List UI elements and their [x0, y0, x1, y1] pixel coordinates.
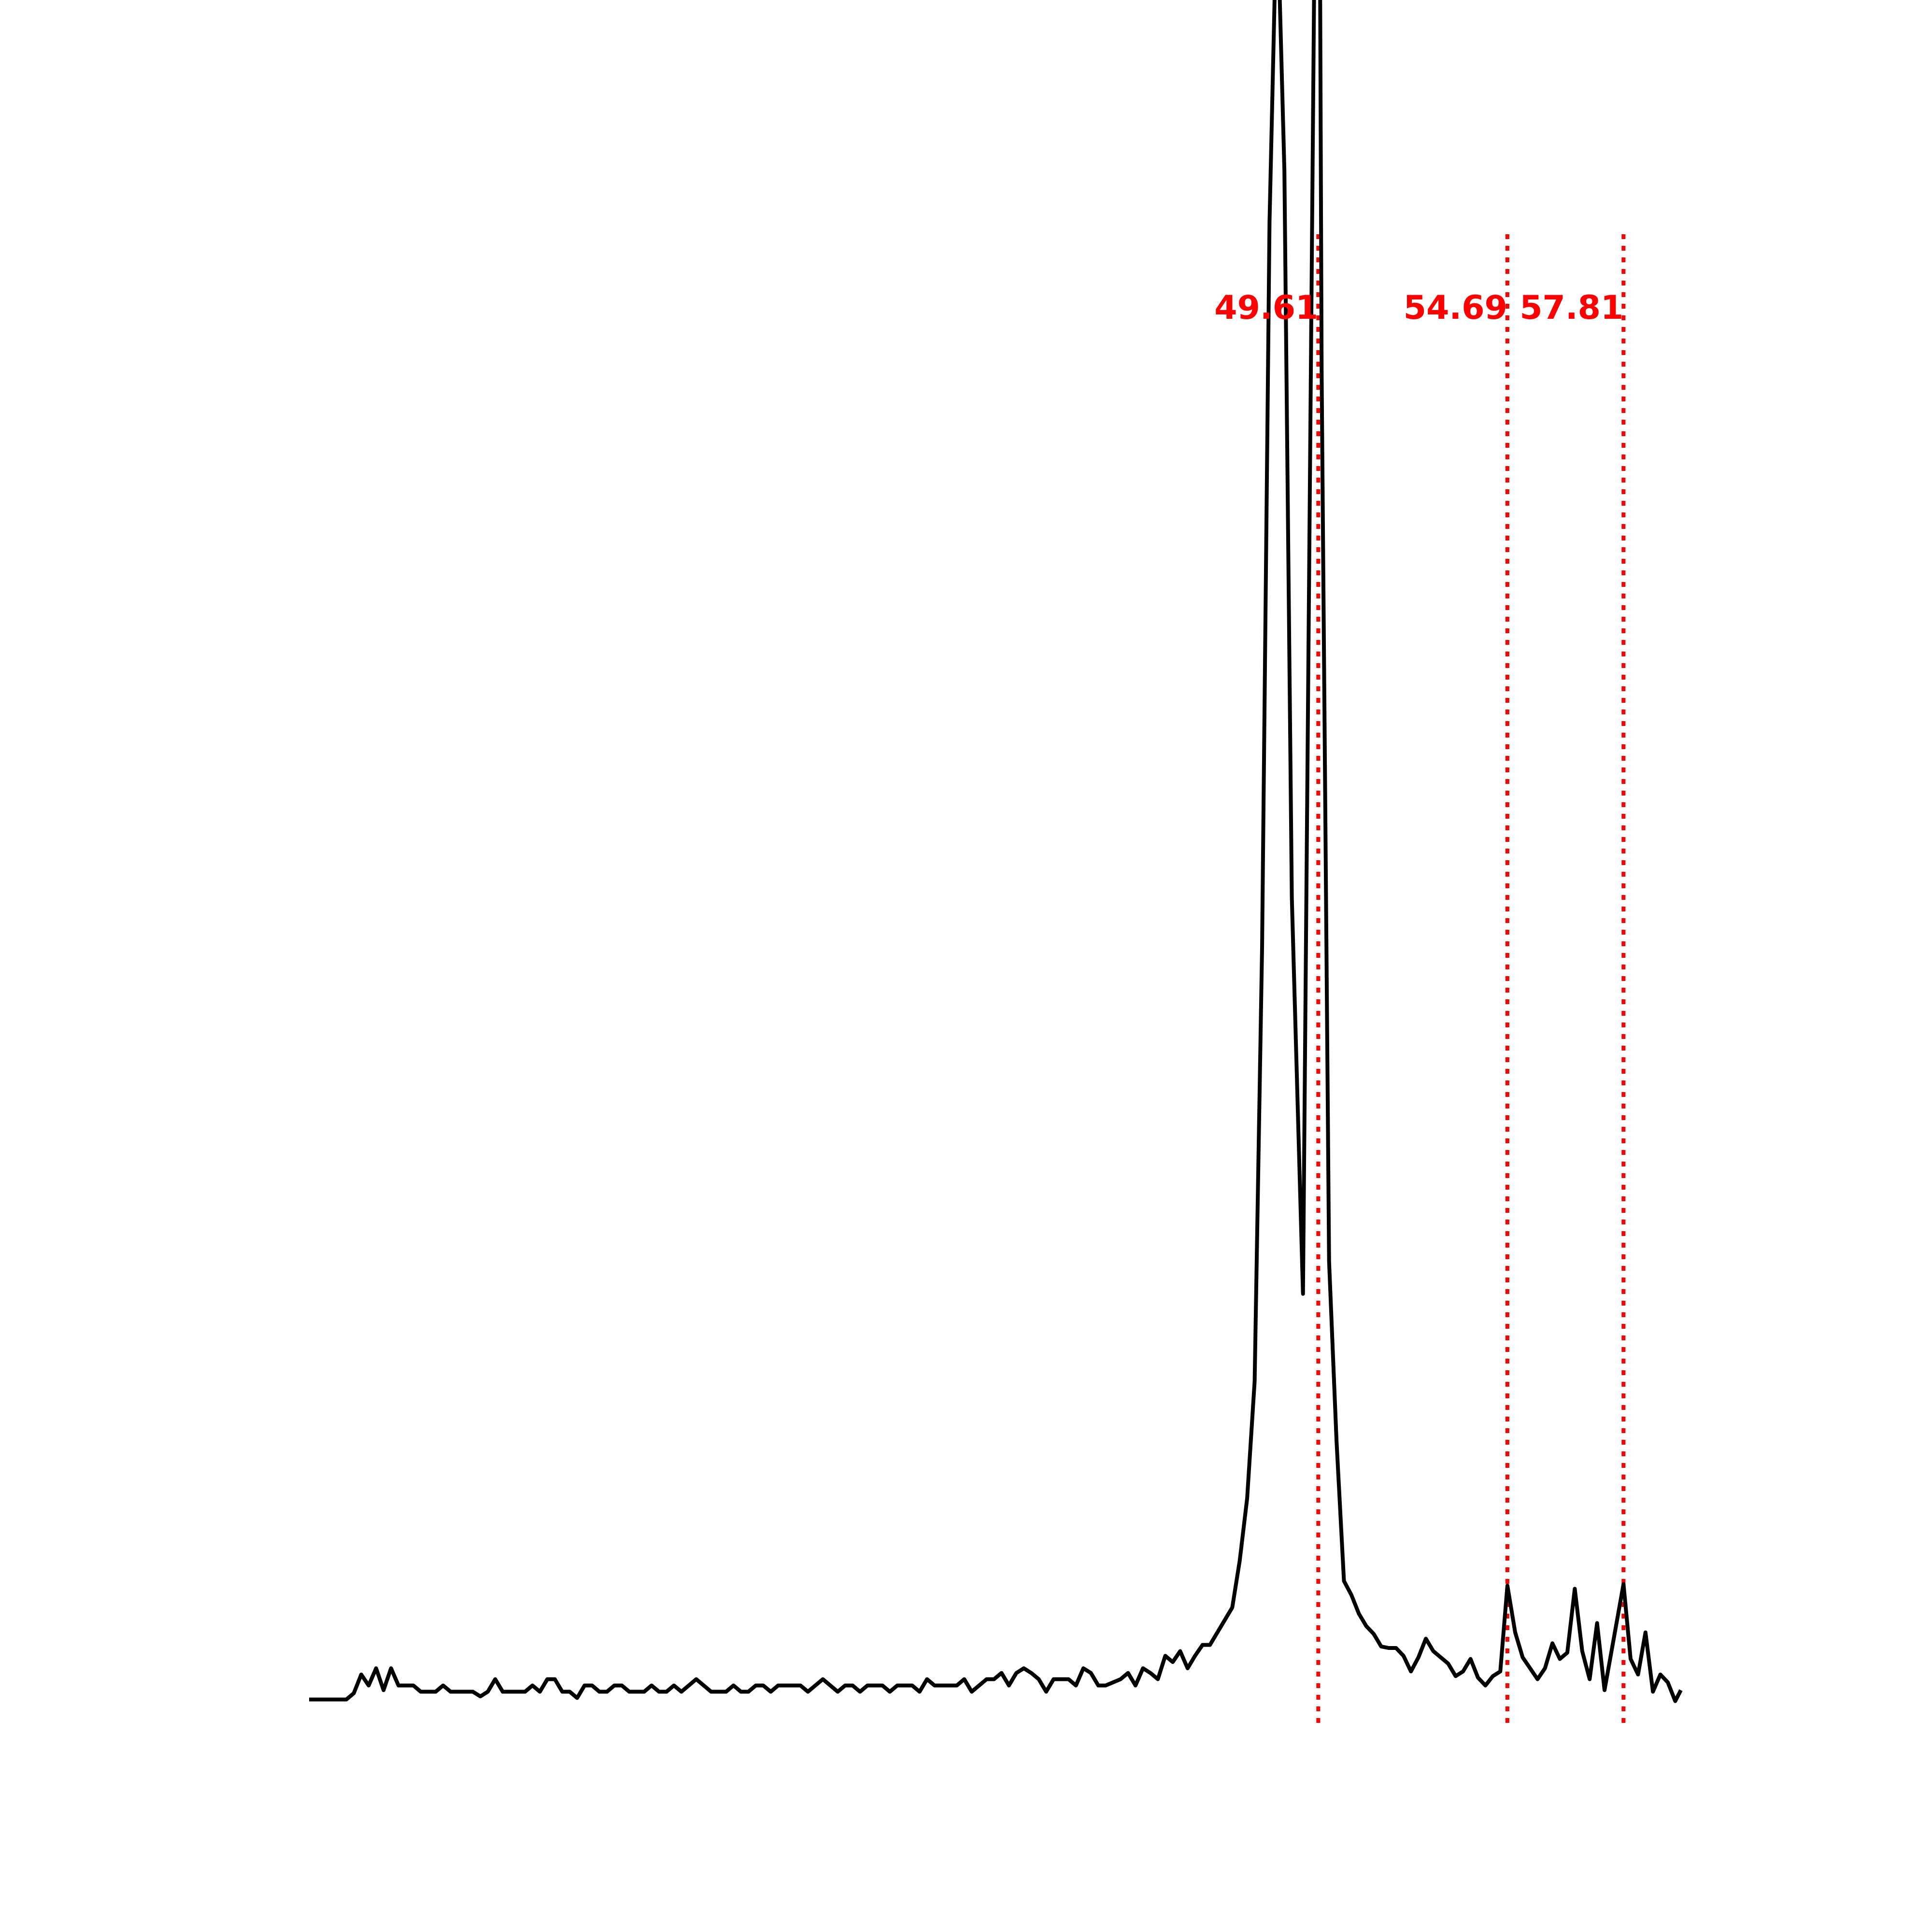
series-line-1: [309, 0, 1683, 1703]
peak-labels: 49.61 54.69 57.81: [1214, 289, 1623, 327]
series-layer: [309, 0, 1683, 1703]
peak-marker-label-3: 57.81: [1520, 289, 1623, 327]
peak-marker-label-1: 49.61: [1214, 289, 1318, 327]
peak-marker-label-2: 54.69: [1404, 289, 1507, 327]
